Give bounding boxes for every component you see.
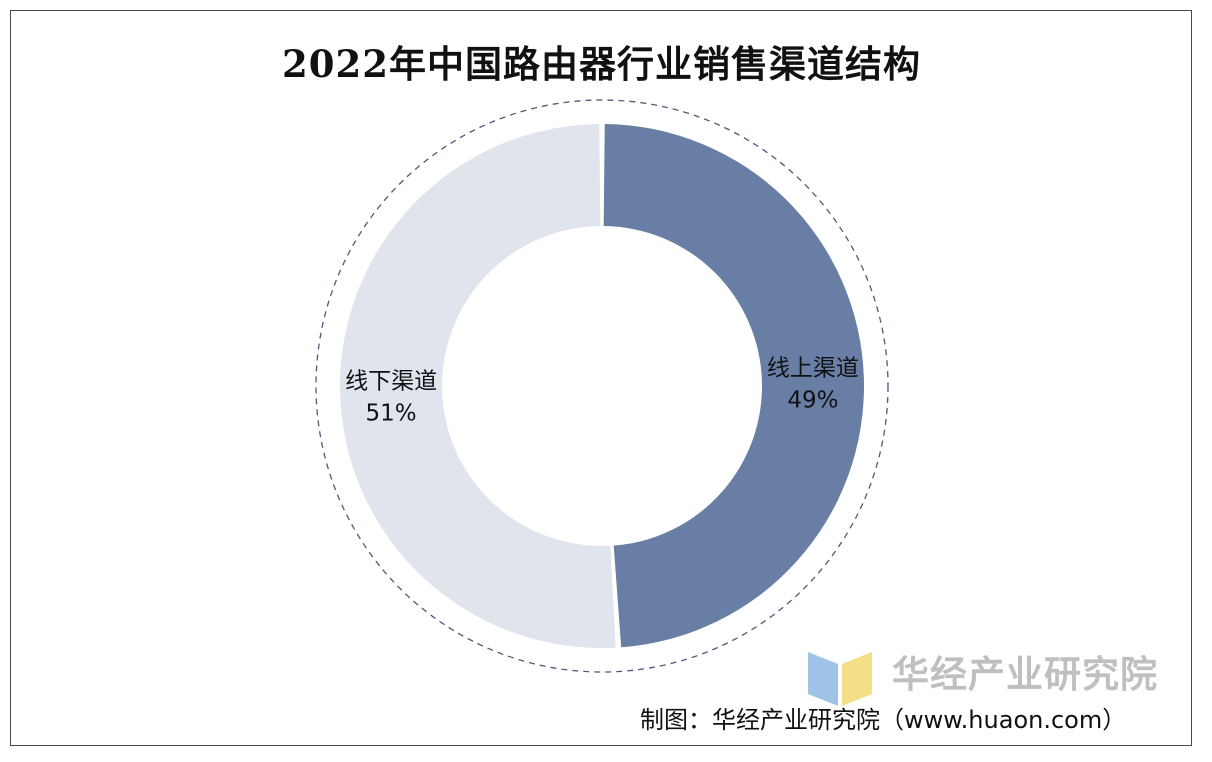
chart-title: 2022年中国路由器行业销售渠道结构 [282,42,921,86]
donut-slice-1 [339,124,616,649]
watermark-text: 华经产业研究院 [892,653,1158,696]
slice-label-0: 线上渠道 [767,355,859,381]
huajing-logo [808,652,872,706]
donut-slice-0 [603,124,864,648]
slice-value-1: 51% [366,401,417,427]
outer-dashed-ring [315,99,889,673]
source-note: 制图：华经产业研究院（www.huaon.com） [640,706,1127,734]
slice-value-0: 49% [787,387,838,413]
slice-label-1: 线下渠道 [345,369,437,395]
